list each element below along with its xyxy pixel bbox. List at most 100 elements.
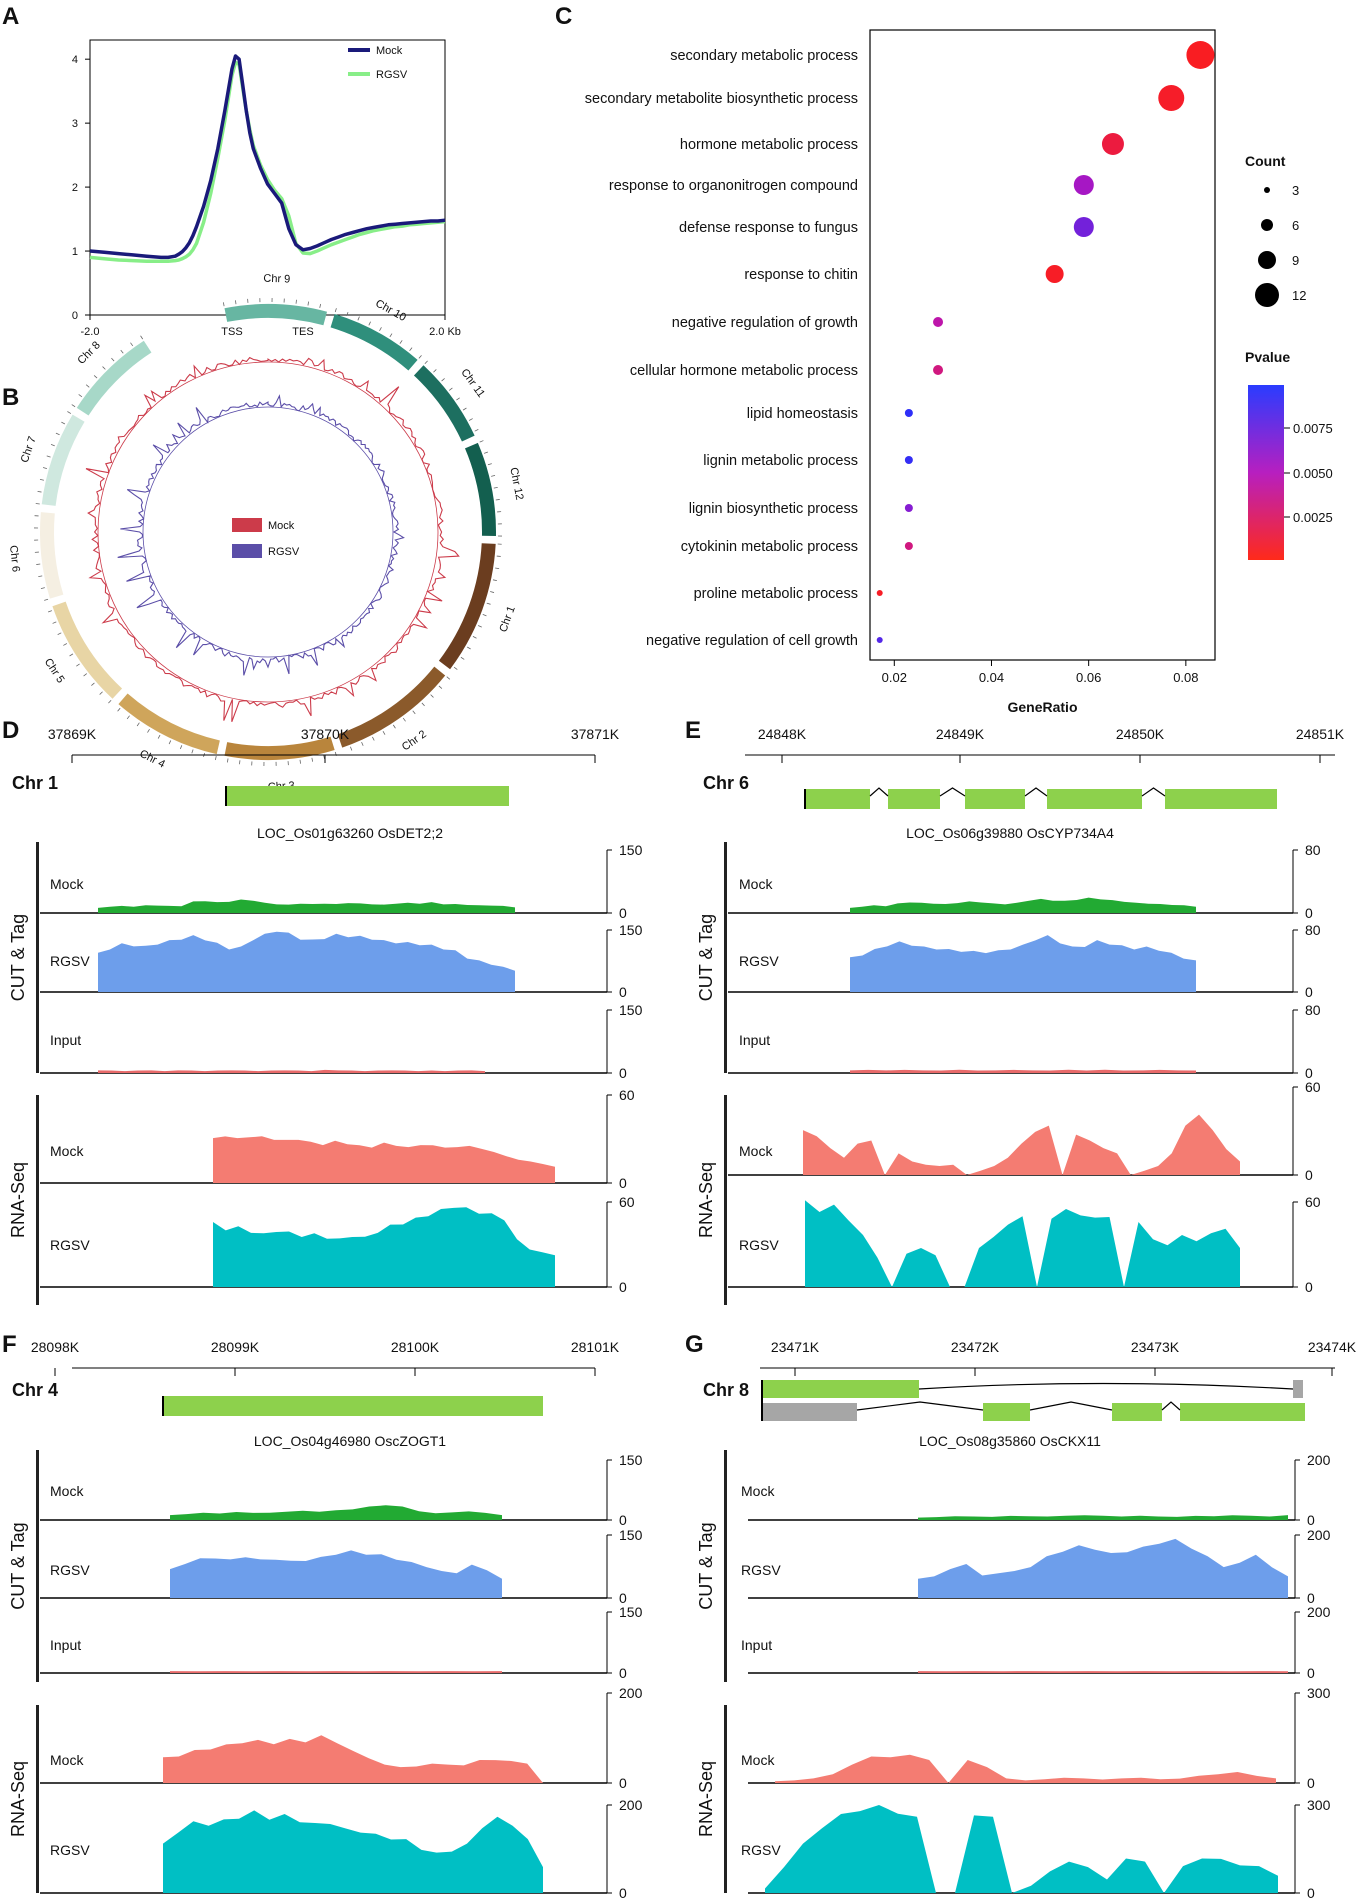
- coverage-area: [775, 1754, 1276, 1783]
- coverage-area: [803, 1114, 1240, 1175]
- term-label: response to organonitrogen compound: [609, 178, 858, 194]
- gene-utr: [1293, 1380, 1303, 1398]
- track-zero-label: 0: [1307, 1665, 1315, 1681]
- coverage-area: [918, 1538, 1288, 1598]
- term-label: negative regulation of cell growth: [646, 633, 858, 649]
- band-tick: [50, 443, 55, 447]
- band-tick: [392, 724, 396, 729]
- track-label: Mock: [50, 876, 84, 892]
- legend-label: RGSV: [268, 546, 300, 558]
- gene-name: LOC_Os08g35860 OsCKX11: [919, 1433, 1101, 1449]
- term-dot: [1073, 217, 1094, 237]
- gene-intron: [856, 1401, 984, 1411]
- term-label: lignin metabolic process: [703, 453, 858, 469]
- band-tick: [334, 308, 337, 313]
- band-tick: [472, 636, 477, 639]
- band-tick: [222, 302, 225, 307]
- chromosome-band: [413, 365, 475, 442]
- panel-letter-b: B: [2, 384, 19, 411]
- band-tick: [319, 303, 322, 308]
- band-tick: [307, 301, 310, 306]
- track-group-label: RNA-Seq: [696, 1162, 716, 1238]
- track-zero-label: 0: [619, 1665, 627, 1681]
- band-tick: [462, 407, 467, 411]
- band-tick: [311, 757, 314, 762]
- coverage-area: [213, 1136, 555, 1183]
- term-dot: [876, 637, 883, 643]
- track-label: Input: [50, 1637, 81, 1653]
- coverage-area: [98, 899, 515, 913]
- gene-exon: [1180, 1403, 1305, 1421]
- track-zero-label: 0: [619, 905, 627, 921]
- band-tick: [55, 432, 60, 436]
- x-tick-label: 0.06: [1076, 670, 1101, 685]
- track-max-label: 60: [619, 1087, 635, 1103]
- gene-intron: [1161, 1401, 1181, 1411]
- track-zero-label: 0: [1305, 984, 1313, 1000]
- track-group-label: CUT & Tag: [696, 1522, 716, 1609]
- band-tick: [126, 715, 130, 720]
- ruler-label: 28101K: [571, 1339, 620, 1355]
- gene-name: LOC_Os04g46980 OscZOGT1: [254, 1433, 446, 1449]
- track-max-label: 200: [619, 1797, 643, 1813]
- band-tick: [495, 567, 500, 570]
- band-tick: [453, 666, 458, 670]
- track-zero-label: 0: [1305, 1167, 1313, 1183]
- band-tick: [130, 342, 134, 347]
- x-tick-label: 0.08: [1173, 670, 1198, 685]
- coverage-area: [170, 1671, 502, 1673]
- track-max-label: 300: [1307, 1685, 1331, 1701]
- y-tick-label: 1: [72, 246, 78, 258]
- band-tick: [52, 621, 57, 624]
- ruler-label: 24851K: [1296, 726, 1345, 742]
- chromosome-label: Chr 10: [373, 297, 408, 324]
- band-tick: [492, 579, 497, 582]
- track-max-label: 60: [1305, 1194, 1321, 1210]
- band-tick: [44, 598, 49, 601]
- size-legend-dot: [1255, 283, 1279, 307]
- term-dot: [1158, 85, 1185, 111]
- ruler-label: 28100K: [391, 1339, 440, 1355]
- term-dot: [1186, 41, 1215, 69]
- panel-letter-c: C: [555, 3, 572, 30]
- term-label: cellular hormone metabolic process: [630, 363, 858, 379]
- chromosome-label: Chr 8: [75, 339, 103, 367]
- chromosome-label: Chr 4: [138, 748, 167, 771]
- track-zero-label: 0: [1307, 1590, 1315, 1606]
- band-tick: [460, 656, 465, 660]
- band-tick: [424, 360, 428, 365]
- band-tick: [368, 321, 371, 326]
- band-tick: [111, 357, 115, 362]
- mock-signal-ring: [85, 356, 460, 722]
- band-tick: [448, 387, 453, 391]
- chromosome-label: Chr 2: [400, 728, 429, 753]
- track-zero-label: 0: [619, 1885, 627, 1901]
- legend-label: RGSV: [376, 69, 408, 81]
- coverage-area: [163, 1735, 543, 1783]
- track-label: RGSV: [50, 1237, 90, 1253]
- chromosome-band: [39, 512, 64, 599]
- color-legend-label: 0.0025: [1293, 510, 1333, 525]
- band-tick: [46, 455, 51, 458]
- track-label: RGSV: [739, 953, 779, 969]
- size-legend-dot: [1258, 251, 1276, 269]
- chromosome-label: Chr 6: [7, 545, 22, 573]
- genome-track-panel-d: 37869K 37870K 37871K Chr 1 LOC_Os01g63260 Os…: [8, 726, 643, 1305]
- chromosome-band: [224, 736, 335, 760]
- rgsv-signal-ring: [117, 394, 405, 676]
- track-zero-label: 0: [1307, 1775, 1315, 1791]
- band-tick: [83, 673, 88, 677]
- band-tick: [409, 347, 413, 352]
- band-tick: [346, 311, 349, 317]
- gene-intron: [918, 1382, 1294, 1390]
- track-group-label: CUT & Tag: [8, 1522, 28, 1609]
- term-dot: [904, 409, 913, 417]
- track-group-label: RNA-Seq: [8, 1162, 28, 1238]
- band-tick: [350, 746, 353, 751]
- band-tick: [493, 486, 498, 489]
- band-tick: [40, 587, 45, 589]
- track-label: RGSV: [50, 1562, 90, 1578]
- track-zero-label: 0: [619, 1175, 627, 1191]
